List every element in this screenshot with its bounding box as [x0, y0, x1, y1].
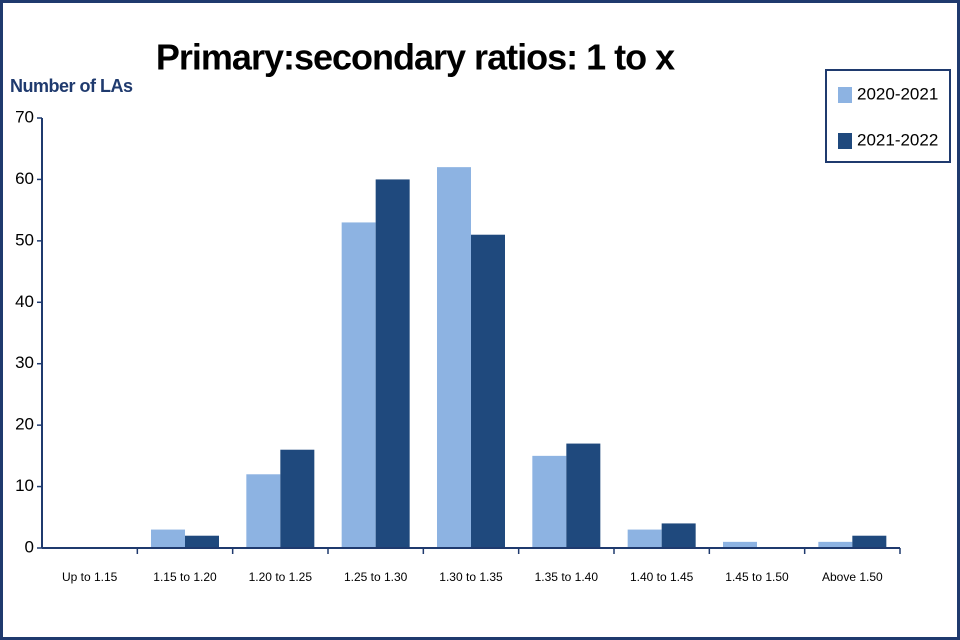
bar	[818, 541, 853, 548]
x-tick-label: 1.40 to 1.45	[630, 570, 694, 584]
legend-swatch	[838, 87, 852, 103]
bar	[471, 234, 505, 548]
bar	[280, 449, 315, 548]
x-tick-label: 1.20 to 1.25	[249, 570, 313, 584]
bar	[341, 222, 376, 548]
bar	[185, 535, 219, 548]
x-tick-label: 1.15 to 1.20	[153, 570, 217, 584]
y-tick-label: 60	[15, 169, 34, 188]
x-tick-label: 1.25 to 1.30	[344, 570, 408, 584]
x-tick-label: 1.45 to 1.50	[725, 570, 789, 584]
y-tick-label: 50	[15, 230, 34, 249]
bar	[532, 455, 567, 548]
x-tick-label: Above 1.50	[822, 570, 883, 584]
y-tick-label: 20	[15, 415, 34, 434]
bar	[151, 529, 185, 548]
x-tick-label: Up to 1.15	[62, 570, 118, 584]
legend-label: 2021-2022	[857, 130, 938, 149]
bar	[375, 179, 410, 548]
y-axis-label: Number of LAs	[10, 76, 133, 96]
x-tick-label: 1.30 to 1.35	[439, 570, 503, 584]
y-tick-label: 0	[25, 537, 34, 556]
bar	[566, 443, 601, 548]
y-tick-label: 10	[15, 476, 34, 495]
bar	[627, 529, 662, 548]
legend-label: 2020-2021	[857, 84, 938, 103]
bar	[661, 523, 696, 548]
bar	[437, 167, 471, 548]
y-tick-label: 40	[15, 292, 34, 311]
bar	[246, 474, 281, 548]
bar	[852, 535, 887, 548]
legend-swatch	[838, 133, 852, 149]
y-tick-label: 30	[15, 353, 34, 372]
bar	[723, 541, 757, 548]
y-tick-label: 70	[15, 107, 34, 126]
chart-title: Primary:secondary ratios: 1 to x	[156, 37, 675, 78]
x-tick-label: 1.35 to 1.40	[535, 570, 599, 584]
